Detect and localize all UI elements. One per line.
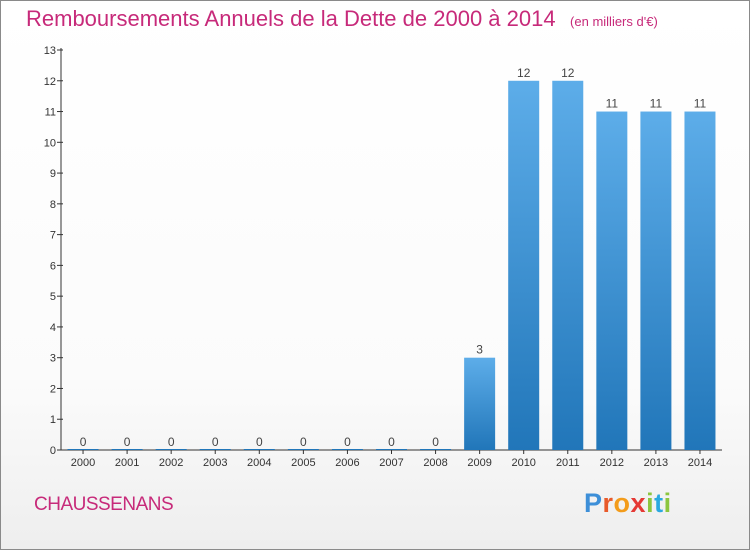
bar — [376, 449, 407, 450]
x-tick-label: 2001 — [115, 457, 139, 469]
bar — [684, 111, 716, 451]
data-label: 0 — [80, 435, 87, 449]
x-tick-label: 2008 — [423, 457, 447, 469]
bar — [111, 449, 143, 450]
x-tick-label: 2000 — [71, 457, 95, 469]
x-tick-label: 2014 — [688, 457, 712, 469]
bar — [155, 449, 187, 450]
title-row: Remboursements Annuels de la Dette de 20… — [26, 6, 658, 32]
data-label: 0 — [168, 435, 175, 449]
x-tick-label: 2004 — [247, 457, 271, 469]
data-label: 0 — [300, 435, 307, 449]
logo-letter: i — [663, 488, 672, 518]
y-tick-label: 7 — [50, 230, 56, 242]
y-tick-label: 5 — [50, 291, 56, 303]
data-label: 0 — [388, 435, 395, 449]
logo-letter: P — [584, 488, 603, 518]
x-tick-label: 2013 — [644, 457, 668, 469]
x-tick-label: 2009 — [467, 457, 491, 469]
proxiti-logo: Proxiti — [584, 488, 672, 519]
logo-letter: o — [613, 488, 631, 518]
logo-letter: r — [602, 488, 614, 518]
data-label: 12 — [517, 66, 531, 80]
x-tick-label: 2003 — [203, 457, 227, 469]
data-label: 0 — [212, 435, 219, 449]
data-label: 0 — [432, 435, 439, 449]
bar — [199, 449, 231, 450]
data-label: 12 — [561, 66, 575, 80]
data-label: 11 — [650, 97, 663, 111]
bar — [420, 449, 452, 450]
bar — [596, 111, 628, 451]
y-tick-label: 12 — [44, 76, 56, 88]
y-tick-label: 13 — [44, 45, 56, 57]
bar — [287, 449, 319, 450]
logo-letter: i — [646, 488, 655, 518]
bar — [508, 80, 540, 451]
bar — [552, 80, 584, 451]
x-tick-label: 2005 — [291, 457, 315, 469]
data-label: 0 — [124, 435, 131, 449]
chart-title: Remboursements Annuels de la Dette de 20… — [26, 6, 556, 31]
data-label: 0 — [256, 435, 263, 449]
logo-letter: x — [630, 488, 647, 518]
y-tick-label: 6 — [50, 260, 56, 272]
y-tick-label: 11 — [45, 107, 56, 119]
y-tick-label: 10 — [44, 137, 56, 149]
y-tick-label: 8 — [50, 199, 56, 211]
y-tick-label: 3 — [50, 353, 56, 365]
bar — [640, 111, 672, 451]
x-tick-label: 2011 — [556, 457, 580, 469]
x-tick-label: 2006 — [335, 457, 359, 469]
y-tick-label: 0 — [50, 445, 56, 457]
bar — [67, 449, 99, 450]
data-label: 3 — [476, 343, 483, 357]
logo-letter: t — [654, 488, 664, 518]
y-tick-label: 4 — [50, 322, 56, 334]
x-tick-label: 2012 — [600, 457, 624, 469]
y-tick-label: 2 — [50, 383, 56, 395]
data-label: 0 — [344, 435, 351, 449]
bar — [243, 449, 275, 450]
chart-unit: (en milliers d'€) — [570, 14, 658, 29]
data-label: 11 — [694, 97, 707, 111]
y-tick-label: 9 — [50, 168, 56, 180]
bar — [464, 357, 496, 450]
y-tick-label: 1 — [50, 414, 56, 426]
x-tick-label: 2002 — [159, 457, 183, 469]
commune-name: CHAUSSENANS — [34, 494, 174, 515]
bar — [331, 449, 363, 450]
x-tick-label: 2010 — [511, 457, 535, 469]
data-label: 11 — [606, 97, 619, 111]
x-tick-label: 2007 — [379, 457, 403, 469]
